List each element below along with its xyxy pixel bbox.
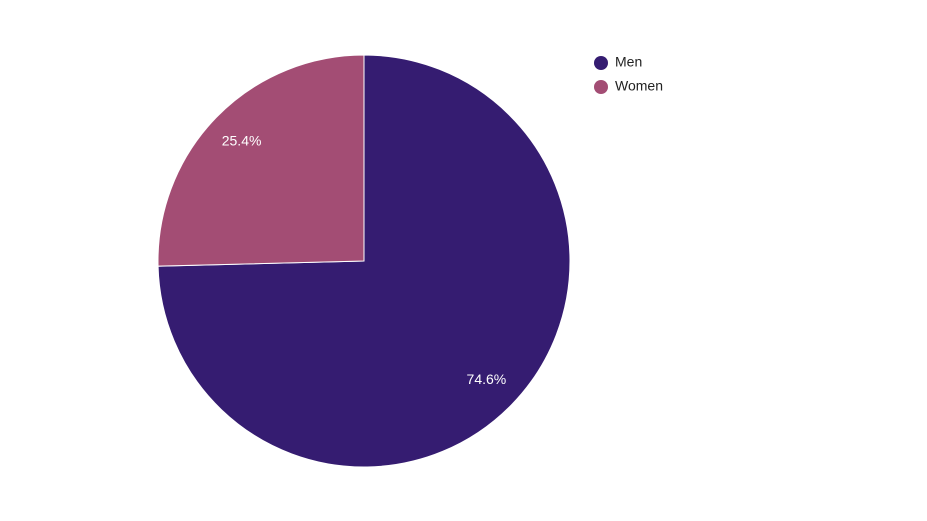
legend-marker [594, 80, 608, 94]
value-label: 74.6% [467, 371, 507, 387]
legend-label: Men [615, 54, 642, 70]
value-label: 25.4% [222, 132, 262, 148]
legend-marker [594, 56, 608, 70]
pie-slice [157, 54, 365, 267]
legend-label: Women [615, 78, 663, 94]
